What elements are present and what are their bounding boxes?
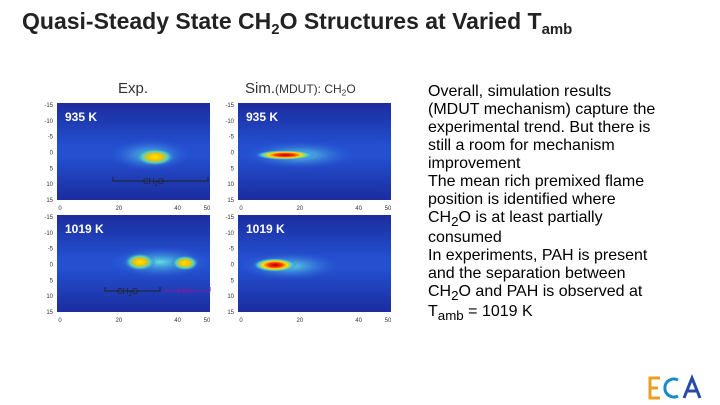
exp-header: Exp. bbox=[118, 80, 149, 97]
y-tick-label: 0 bbox=[50, 263, 54, 269]
subscript: 2 bbox=[451, 288, 459, 304]
panel-label: 935 K bbox=[65, 110, 97, 124]
x-tick-label: 0 bbox=[239, 206, 243, 212]
sim-detail: (MDUT): CH2O bbox=[275, 82, 356, 98]
text-run: O is at least partially consumed bbox=[428, 209, 603, 247]
x-tick-label: 40 bbox=[174, 206, 181, 212]
x-tick-label: 50 bbox=[385, 206, 392, 212]
x-tick-label: 20 bbox=[296, 318, 303, 324]
ch2o-annotation: CH2O bbox=[143, 177, 164, 188]
subscript: amb bbox=[437, 308, 464, 324]
y-tick-label: 10 bbox=[46, 294, 53, 300]
y-tick-label: 5 bbox=[231, 278, 235, 284]
y-tick-label: -15 bbox=[225, 215, 234, 221]
bullet: The mean rich premixed flame position is… bbox=[428, 173, 658, 247]
bracket bbox=[112, 177, 209, 182]
y-tick-label: 15 bbox=[46, 198, 53, 204]
bracket bbox=[104, 287, 161, 292]
text-run: = 1019 K bbox=[463, 303, 533, 321]
y-tick-label: -15 bbox=[225, 103, 234, 109]
y-tick-label: 15 bbox=[227, 310, 234, 316]
text-run: O bbox=[346, 82, 356, 96]
x-tick-label: 40 bbox=[355, 206, 362, 212]
x-tick-label: 0 bbox=[58, 318, 62, 324]
y-tick-label: -5 bbox=[229, 135, 235, 141]
text-run: O and PAH is observed at T bbox=[428, 283, 643, 321]
y-tick-label: 15 bbox=[227, 198, 234, 204]
x-tick-label: 40 bbox=[355, 318, 362, 324]
y-tick-label: -10 bbox=[225, 119, 234, 125]
pah-annotation: PAH bbox=[177, 287, 193, 296]
y-tick-label: -15 bbox=[44, 215, 53, 221]
slide-title: Quasi-Steady State CH2O Structures at Va… bbox=[22, 8, 573, 39]
x-tick-label: 40 bbox=[174, 318, 181, 324]
y-tick-label: -15 bbox=[44, 103, 53, 109]
y-tick-label: -10 bbox=[225, 231, 234, 237]
x-tick-label: 0 bbox=[239, 318, 243, 324]
text-run: CH bbox=[117, 287, 129, 296]
flame-region bbox=[255, 150, 315, 160]
y-tick-label: -5 bbox=[229, 247, 235, 253]
sim-label: Sim. bbox=[245, 80, 275, 97]
y-tick-label: -5 bbox=[48, 247, 54, 253]
y-tick-label: -5 bbox=[48, 135, 54, 141]
sim-header: Sim.(MDUT): CH2O bbox=[245, 80, 356, 98]
subscript: 2 bbox=[155, 182, 159, 188]
subscript: amb bbox=[541, 21, 573, 39]
y-tick-label: 5 bbox=[50, 166, 54, 172]
flame-region bbox=[171, 255, 199, 271]
text-run: CH bbox=[143, 177, 155, 186]
text-run: Overall, simulation results (MDUT mechan… bbox=[428, 83, 656, 172]
x-tick-label: 50 bbox=[204, 318, 211, 324]
subscript: 2 bbox=[129, 292, 133, 298]
y-tick-label: 10 bbox=[227, 294, 234, 300]
flame-region bbox=[124, 253, 156, 271]
x-tick-label: 20 bbox=[115, 206, 122, 212]
panel-label: 1019 K bbox=[246, 222, 285, 236]
y-tick-label: -10 bbox=[44, 119, 53, 125]
panel-label: 935 K bbox=[246, 110, 278, 124]
y-tick-label: 0 bbox=[50, 151, 54, 157]
text-run: O bbox=[132, 287, 138, 296]
bullet-list: Overall, simulation results (MDUT mechan… bbox=[428, 83, 658, 324]
x-tick-label: 50 bbox=[385, 318, 392, 324]
x-tick-label: 0 bbox=[58, 206, 62, 212]
y-tick-label: 10 bbox=[227, 182, 234, 188]
subscript: 2 bbox=[271, 21, 280, 39]
y-tick-label: 0 bbox=[231, 263, 235, 269]
y-tick-label: 0 bbox=[231, 151, 235, 157]
logo bbox=[648, 373, 702, 400]
text-run: O Structures at Varied T bbox=[279, 8, 542, 34]
text-run: (MDUT): CH bbox=[275, 82, 342, 96]
y-tick-label: 5 bbox=[231, 166, 235, 172]
text-run: O bbox=[158, 177, 164, 186]
text-run: Quasi-Steady State CH bbox=[22, 8, 272, 34]
x-tick-label: 20 bbox=[296, 206, 303, 212]
flame-region bbox=[135, 148, 175, 166]
flame-region bbox=[253, 258, 297, 272]
subscript: 2 bbox=[451, 214, 459, 230]
text-run: In experiments, PAH is present and the s… bbox=[428, 247, 648, 301]
bracket bbox=[164, 287, 211, 292]
subscript: 2 bbox=[341, 87, 347, 98]
ch2o-annotation: CH2O bbox=[117, 287, 138, 298]
bullet: Overall, simulation results (MDUT mechan… bbox=[428, 83, 658, 173]
y-tick-label: 10 bbox=[46, 182, 53, 188]
x-tick-label: 50 bbox=[204, 206, 211, 212]
y-tick-label: 5 bbox=[50, 278, 54, 284]
bullet: In experiments, PAH is present and the s… bbox=[428, 247, 658, 323]
x-tick-label: 20 bbox=[115, 318, 122, 324]
panel-label: 1019 K bbox=[65, 222, 104, 236]
y-tick-label: -10 bbox=[44, 231, 53, 237]
text-run: The mean rich premixed flame position is… bbox=[428, 173, 645, 226]
y-tick-label: 15 bbox=[46, 310, 53, 316]
